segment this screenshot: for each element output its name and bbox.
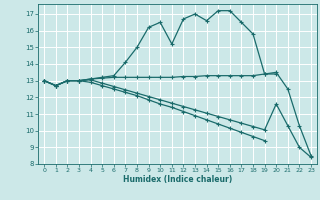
- X-axis label: Humidex (Indice chaleur): Humidex (Indice chaleur): [123, 175, 232, 184]
